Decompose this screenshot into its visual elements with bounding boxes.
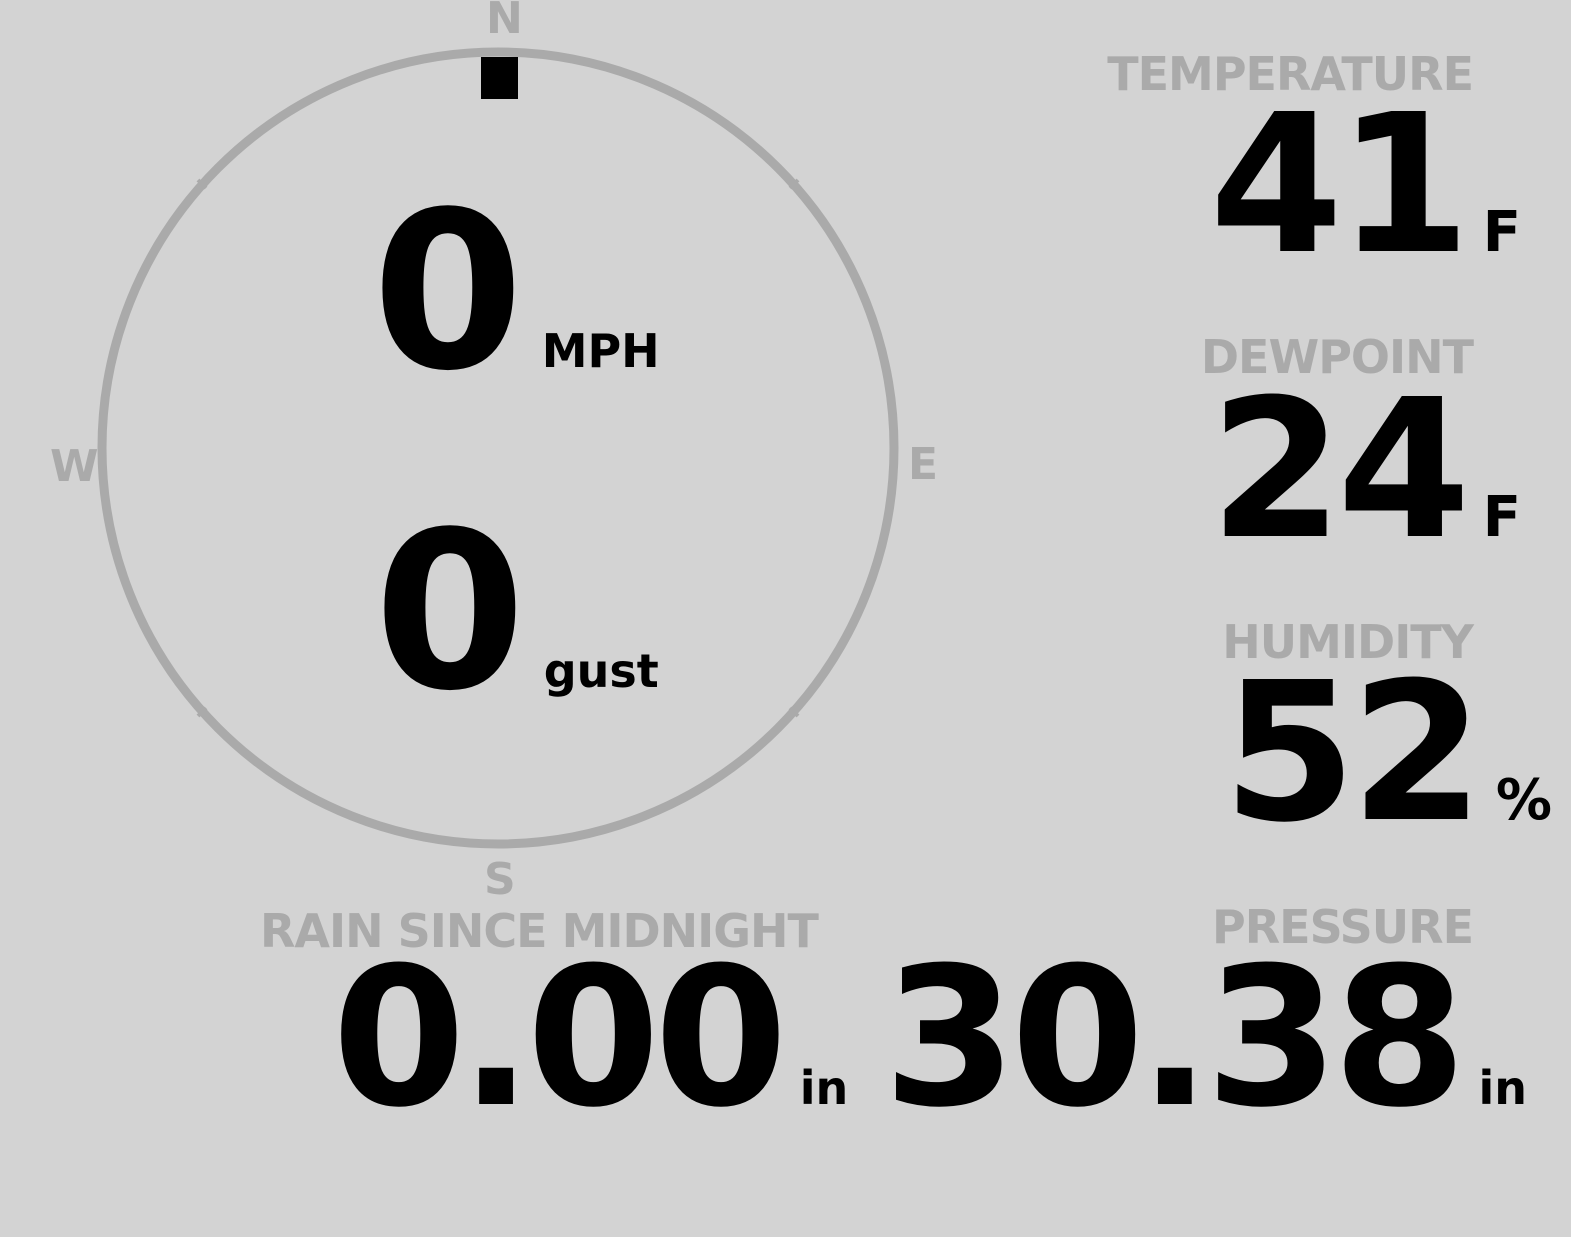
wind-gust-unit: gust [543, 644, 659, 698]
humidity-value: 52 [1222, 642, 1484, 865]
wind-speed-unit: MPH [541, 324, 660, 378]
pressure-label: PRESSURE [1212, 900, 1474, 954]
rain-reading: 0.00 in [332, 943, 848, 1135]
humidity-unit: % [1495, 768, 1552, 833]
rain-unit: in [799, 1061, 849, 1115]
dewpoint-value: 24 [1209, 359, 1471, 582]
wind-speed: 0 MPH [372, 184, 660, 402]
compass-east-label: E [908, 439, 939, 490]
dewpoint-reading: 24 F [1210, 375, 1521, 567]
rain-label: RAIN SINCE MIDNIGHT [260, 904, 819, 958]
wind-gust-value: 0 [374, 486, 526, 739]
humidity-reading: 52 % [1223, 658, 1552, 850]
humidity-label: HUMIDITY [1222, 615, 1474, 669]
compass-west-label: W [50, 441, 99, 492]
wind-direction-marker [481, 57, 518, 99]
pressure-value: 30.38 [883, 927, 1466, 1150]
temperature-unit: F [1482, 200, 1521, 265]
temperature-reading: 41 F [1210, 90, 1521, 282]
compass-south-label: S [484, 854, 516, 905]
compass-ticks [196, 178, 800, 718]
dewpoint-unit: F [1482, 485, 1521, 550]
rain-value: 0.00 [332, 927, 788, 1150]
pressure-reading: 30.38 in [883, 943, 1527, 1135]
compass-ring [97, 47, 899, 849]
compass-north-label: N [486, 0, 523, 44]
dewpoint-label: DEWPOINT [1200, 330, 1474, 384]
pressure-unit: in [1478, 1061, 1527, 1115]
wind-gust: 0 gust [374, 504, 659, 722]
temperature-label: TEMPERATURE [1107, 47, 1474, 101]
temperature-value: 41 [1209, 74, 1471, 297]
wind-speed-value: 0 [372, 166, 524, 419]
